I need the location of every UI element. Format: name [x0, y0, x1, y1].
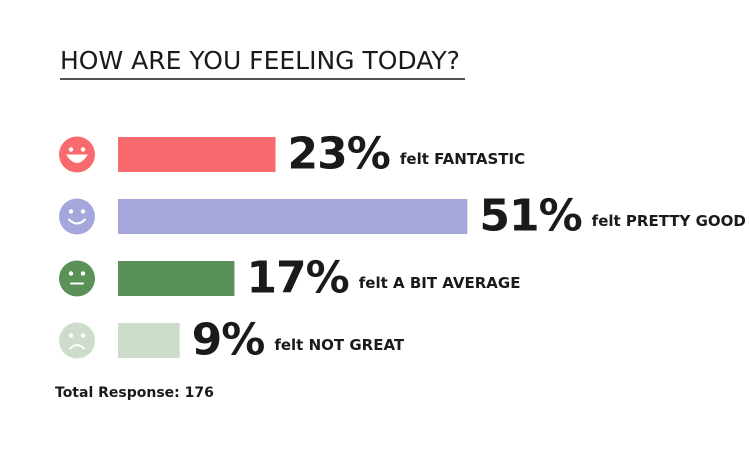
category-label: felt PRETTY GOOD: [592, 212, 746, 230]
face-eye: [80, 147, 86, 152]
category-label: felt FANTASTIC: [400, 150, 525, 168]
value-label: 9%: [192, 315, 265, 366]
bar: [118, 323, 180, 358]
chart-title: HOW ARE YOU FEELING TODAY?: [60, 46, 460, 75]
face-eye: [68, 333, 74, 338]
category-label: felt A BIT AVERAGE: [359, 274, 521, 292]
value-label: 51%: [479, 191, 581, 242]
face-circle: [59, 322, 95, 359]
face-icon: [59, 322, 95, 359]
footer: Total Response: 176: [55, 385, 214, 401]
value-label: 17%: [246, 253, 348, 304]
face-circle: [59, 260, 95, 297]
face-mouth: [69, 344, 85, 350]
bar: [118, 137, 276, 172]
face-eye: [80, 209, 86, 214]
face-icon: [59, 260, 95, 297]
face-eye: [68, 147, 74, 152]
face-icon: [59, 136, 95, 173]
face-circle: [59, 136, 95, 173]
face-eye: [68, 209, 74, 214]
face-icon: [59, 198, 95, 235]
value-label: 23%: [288, 129, 390, 180]
face-mouth: [66, 154, 88, 163]
face-mouth: [68, 218, 86, 225]
face-eye: [68, 271, 74, 276]
bar: [118, 199, 468, 234]
category-label: felt NOT GREAT: [274, 336, 405, 354]
face-circle: [59, 198, 95, 235]
bar: [118, 261, 235, 296]
face-eye: [80, 333, 86, 338]
face-eye: [80, 271, 86, 276]
